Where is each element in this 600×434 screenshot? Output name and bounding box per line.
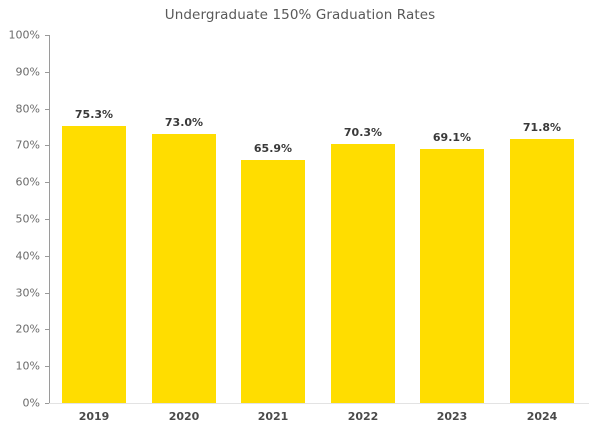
bar-value-label: 69.1%: [432, 130, 472, 144]
x-tick-label: 2020: [168, 410, 200, 423]
x-tick-label: 2023: [436, 410, 468, 423]
bar-value-label: 65.9%: [253, 142, 293, 156]
y-tick-label: 80%: [15, 102, 40, 116]
bar-2023: [420, 148, 484, 403]
bar-value-label: 71.8%: [522, 120, 562, 134]
chart-title: Undergraduate 150% Graduation Rates: [164, 7, 436, 23]
y-tick-label: 50%: [15, 212, 40, 226]
y-tick-mark: [45, 403, 49, 404]
y-tick-mark: [45, 108, 49, 110]
bar-value-label: 73.0%: [164, 116, 204, 130]
y-tick-label: 60%: [15, 175, 40, 189]
bar-value-label: 75.3%: [74, 107, 114, 121]
y-tick-mark: [45, 219, 49, 220]
y-tick-label: 20%: [15, 322, 40, 336]
y-tick-mark: [45, 292, 49, 294]
y-tick-mark: [45, 255, 49, 257]
bar-2020: [152, 134, 216, 403]
bar-2024: [510, 138, 574, 403]
x-tick-label: 2024: [526, 410, 558, 423]
bar-value-label: 70.3%: [343, 126, 383, 140]
y-tick-label: 90%: [15, 65, 40, 79]
y-axis-line: [49, 35, 50, 404]
y-tick-mark: [45, 366, 49, 368]
y-tick-mark: [45, 182, 49, 184]
bar-2022: [331, 144, 395, 403]
y-tick-mark: [45, 35, 49, 36]
y-tick-label: 100%: [8, 28, 40, 42]
y-tick-label: 40%: [15, 249, 40, 263]
bar-2019: [62, 125, 126, 403]
y-tick-mark: [45, 329, 49, 331]
y-tick-label: 70%: [15, 138, 40, 152]
y-tick-label: 0%: [22, 396, 40, 410]
x-axis-line: [49, 403, 589, 404]
x-tick-label: 2022: [347, 410, 379, 423]
x-tick-label: 2019: [78, 410, 110, 423]
bar-2021: [241, 160, 305, 403]
y-tick-mark: [45, 145, 49, 147]
x-tick-label: 2021: [257, 410, 289, 423]
y-tick-mark: [45, 71, 49, 73]
y-tick-label: 30%: [15, 286, 40, 300]
y-tick-label: 10%: [15, 359, 40, 373]
